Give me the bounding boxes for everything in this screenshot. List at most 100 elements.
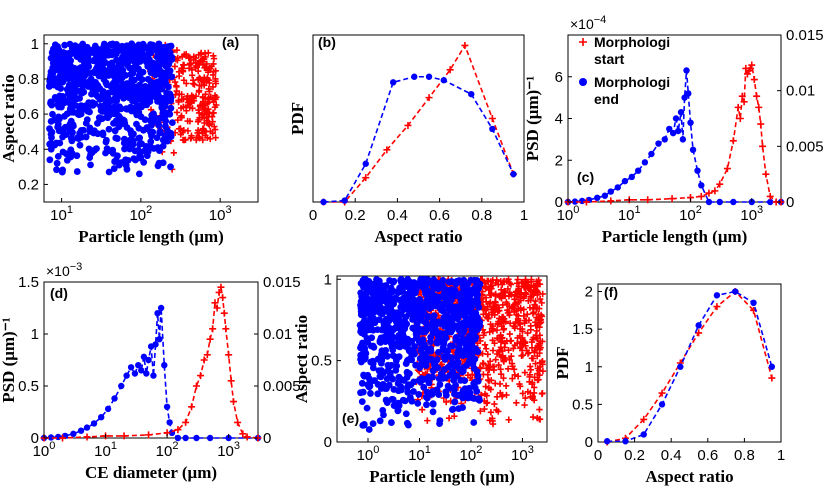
scatter-point-start bbox=[211, 126, 219, 133]
scatter-point-end bbox=[109, 146, 117, 154]
scatter-point-end bbox=[121, 59, 129, 67]
data-point-start bbox=[640, 415, 648, 423]
scatter-point-end bbox=[45, 83, 53, 90]
scatter-point-start bbox=[199, 136, 206, 144]
scatter-point-start bbox=[197, 50, 205, 58]
scatter-point-end bbox=[402, 410, 410, 418]
y-tick-label: 2 bbox=[585, 284, 593, 301]
scatter-point-end bbox=[91, 69, 99, 77]
scatter-point-start bbox=[482, 307, 489, 314]
scatter-point-start bbox=[184, 99, 192, 106]
scatter-point-start bbox=[188, 72, 196, 79]
y-tick-label: 0.5 bbox=[18, 378, 39, 395]
data-point-end bbox=[341, 197, 348, 204]
scatter-point-end bbox=[435, 318, 443, 326]
scatter-point-end bbox=[92, 57, 100, 65]
data-point-start bbox=[206, 335, 214, 343]
scatter-point-start bbox=[489, 327, 497, 335]
data-point-start bbox=[362, 174, 370, 182]
axes-frame-d bbox=[43, 281, 259, 439]
scatter-point-end bbox=[435, 348, 442, 356]
scatter-point-start bbox=[481, 341, 489, 349]
scatter-point-end bbox=[467, 276, 475, 284]
scatter-point-end bbox=[102, 149, 109, 157]
scatter-point-start bbox=[484, 277, 491, 285]
scatter-point-end bbox=[142, 58, 150, 65]
data-point-end bbox=[118, 382, 125, 390]
scatter-point-end bbox=[108, 41, 116, 49]
scatter-point-end bbox=[455, 326, 463, 334]
data-point-start bbox=[644, 196, 652, 204]
scatter-point-start bbox=[210, 98, 217, 106]
data-point-start bbox=[658, 389, 666, 397]
data-point-start bbox=[607, 197, 615, 205]
data-point-start bbox=[488, 115, 496, 122]
data-point-end bbox=[83, 424, 91, 431]
x-axis-label: CE diameter (μm) bbox=[85, 463, 217, 482]
scatter-point-start bbox=[519, 334, 526, 342]
y-axis-label: PSD (μm)⁻¹ bbox=[0, 317, 18, 403]
scatter-point-end bbox=[439, 277, 447, 284]
right-y-tick-label: 0 bbox=[786, 194, 794, 211]
scatter-point-start bbox=[486, 358, 494, 365]
scatter-point-end bbox=[153, 53, 161, 61]
y-scale-multiplier: ×10−4 bbox=[570, 14, 606, 32]
data-point-end bbox=[672, 115, 680, 122]
data-point-end bbox=[669, 129, 677, 137]
data-point-end bbox=[140, 353, 148, 361]
scatter-point-end bbox=[388, 340, 396, 348]
y-tick-label: 0.5 bbox=[311, 353, 332, 370]
scatter-point-end bbox=[383, 304, 391, 312]
scatter-point-end bbox=[91, 42, 99, 50]
scatter-point-start bbox=[484, 371, 492, 378]
scatter-point-end bbox=[441, 356, 449, 363]
scatter-point-start bbox=[451, 413, 458, 420]
x-tick-label: 101 bbox=[408, 444, 431, 464]
axes-frame-a bbox=[43, 34, 259, 203]
scatter-point-end bbox=[167, 104, 175, 112]
scatter-point-start bbox=[192, 64, 199, 72]
scatter-point-start bbox=[500, 292, 508, 300]
scatter-point-end bbox=[386, 298, 394, 306]
scatter-point-start bbox=[196, 74, 203, 82]
scatter-point-end bbox=[161, 112, 169, 120]
scatter-point-end bbox=[399, 330, 407, 338]
scatter-point-end bbox=[367, 358, 375, 366]
y-tick-label: 0 bbox=[324, 434, 332, 451]
scatter-point-start bbox=[179, 67, 187, 74]
scatter-point-start bbox=[209, 118, 216, 125]
scatter-point-end bbox=[472, 289, 480, 297]
scatter-point-start bbox=[518, 352, 525, 360]
scatter-point-end bbox=[435, 391, 443, 399]
data-point-end bbox=[143, 370, 150, 377]
scatter-point-end bbox=[148, 132, 155, 140]
scatter-point-end bbox=[136, 134, 144, 142]
scatter-point-end bbox=[475, 323, 483, 331]
scatter-point-end bbox=[117, 105, 125, 113]
scatter-point-start bbox=[494, 308, 502, 315]
scatter-point-end bbox=[364, 338, 372, 346]
data-point-start bbox=[211, 299, 219, 307]
x-axis-label: Aspect ratio bbox=[645, 467, 733, 486]
data-point-end bbox=[174, 434, 182, 442]
scatter-point-end bbox=[76, 141, 84, 149]
data-point-end bbox=[571, 198, 579, 205]
scatter-point-start bbox=[522, 317, 530, 325]
scatter-point-end bbox=[138, 76, 146, 83]
panel-label: (c) bbox=[577, 169, 594, 185]
scatter-point-start bbox=[508, 305, 516, 312]
scatter-point-start bbox=[498, 313, 506, 321]
scatter-point-end bbox=[135, 170, 143, 178]
scatter-point-start bbox=[189, 80, 197, 87]
scatter-point-end bbox=[98, 115, 106, 123]
scatter-point-start bbox=[180, 61, 188, 69]
scatter-point-start bbox=[206, 88, 213, 95]
scatter-point-end bbox=[147, 138, 155, 146]
scatter-point-end bbox=[416, 312, 424, 319]
scatter-point-end bbox=[357, 351, 365, 359]
axes-frame-b bbox=[312, 34, 525, 203]
data-point-end bbox=[601, 192, 609, 199]
scatter-point-end bbox=[51, 141, 59, 149]
legend-label-start: Morphologi bbox=[594, 34, 670, 50]
scatter-point-end bbox=[418, 282, 425, 290]
